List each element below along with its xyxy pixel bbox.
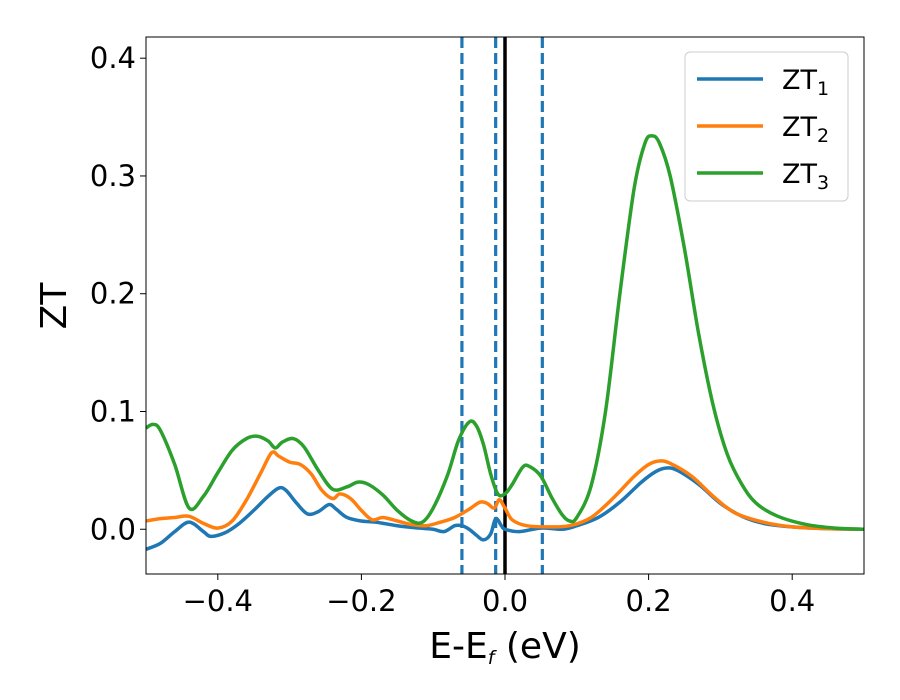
y-axis-ticks: 0.0 0.1 0.2 0.3 0.4 [90, 41, 146, 546]
legend-label-zt1: ZT1 [782, 65, 829, 100]
series-line-zt3 [146, 134, 864, 531]
y-tick-label: 0.2 [90, 277, 136, 311]
legend-label-zt2: ZT2 [782, 112, 829, 147]
legend-entries: ZT1 ZT2 ZT3 [697, 65, 829, 194]
legend: ZT1 ZT2 ZT3 [684, 51, 849, 202]
vertical-lines [460, 37, 544, 574]
y-tick-label: 0.4 [90, 41, 136, 75]
x-tick-label: 0.4 [769, 584, 815, 618]
x-tick-label: −0.2 [326, 584, 396, 618]
series-lines [146, 134, 864, 552]
legend-label-zt3: ZT3 [782, 159, 829, 194]
y-tick-label: 0.3 [90, 159, 136, 193]
series-line-zt2 [146, 450, 864, 531]
y-tick-label: 0.1 [90, 394, 136, 428]
x-axis-title: E-Ef (eV) [429, 626, 581, 669]
x-tick-label: −0.4 [183, 584, 253, 618]
y-axis-title: ZT [34, 282, 75, 330]
x-tick-label: 0.0 [482, 584, 528, 618]
y-tick-label: 0.0 [90, 512, 136, 546]
x-axis-ticks: −0.4 −0.2 0.0 0.2 0.4 [183, 574, 815, 618]
legend-box [684, 51, 849, 202]
x-tick-label: 0.2 [626, 584, 672, 618]
series-line-zt1 [146, 466, 864, 552]
